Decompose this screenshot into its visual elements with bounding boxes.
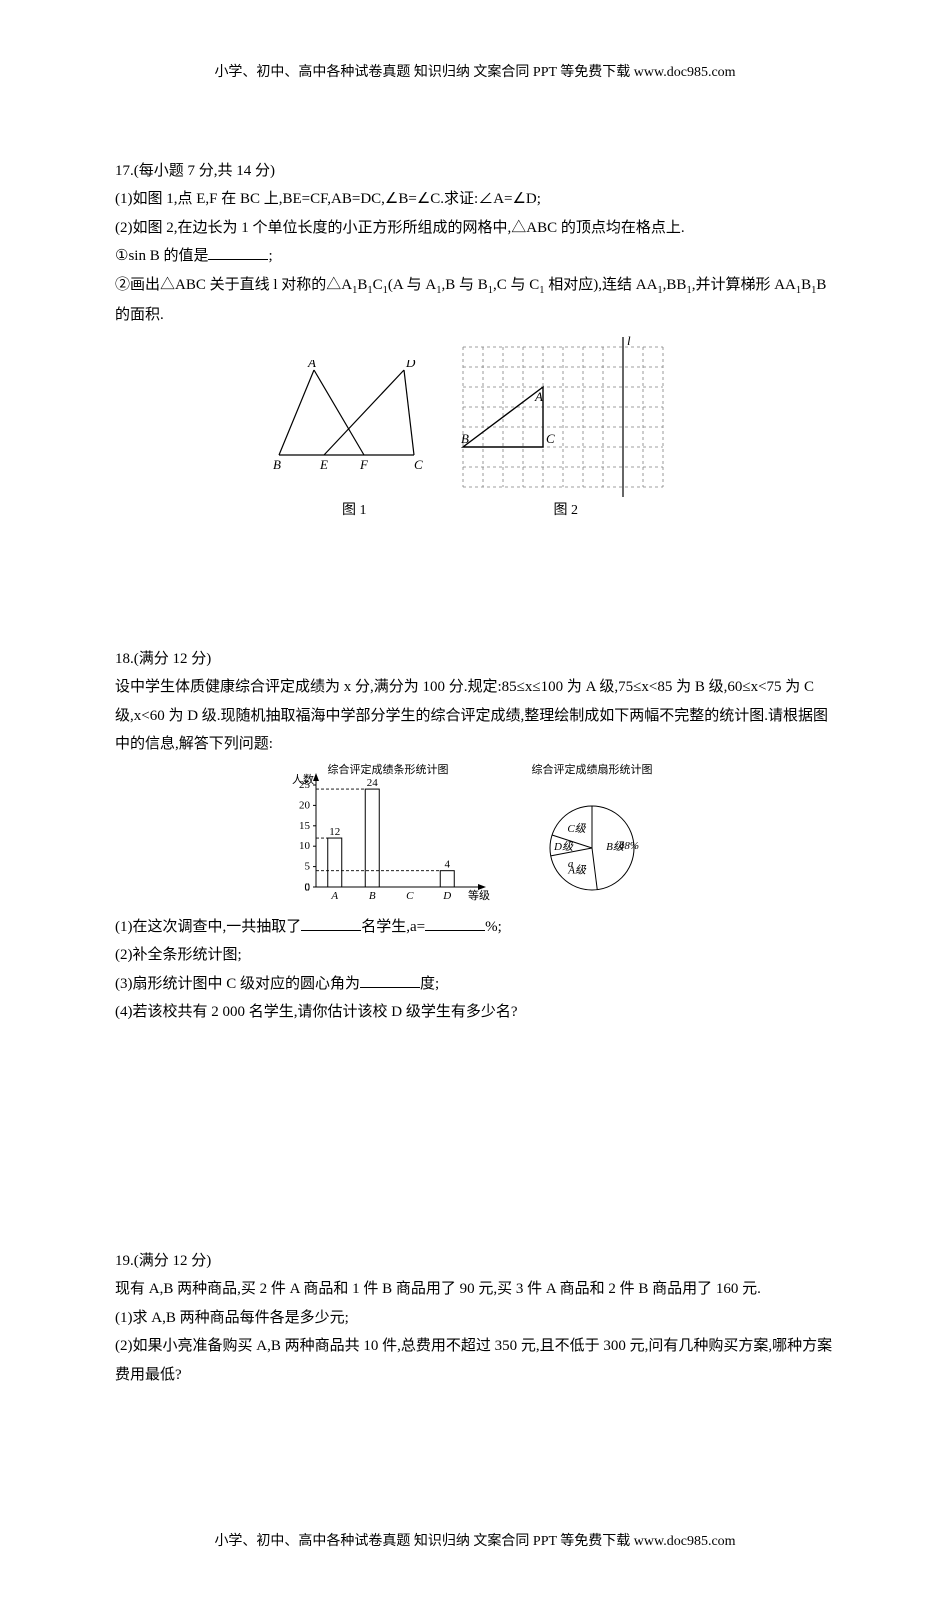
fig1-label: 图 1 — [269, 498, 439, 525]
q17-title: 17.(每小题 7 分,共 14 分) — [115, 157, 835, 186]
svg-text:25: 25 — [299, 779, 311, 791]
q17-p3-text: ①sin B 的值是 — [115, 248, 208, 264]
q18-s2: (2)补全条形统计图; — [115, 941, 835, 970]
svg-text:B: B — [369, 890, 376, 902]
t: C — [373, 277, 383, 293]
q18-p1: 设中学生体质健康综合评定成绩为 x 分,满分为 100 分.规定:85≤x≤10… — [115, 673, 835, 759]
svg-text:D: D — [442, 890, 451, 902]
svg-text:C: C — [406, 890, 414, 902]
t: ,BB — [663, 277, 687, 293]
q17-p4: ②画出△ABC 关于直线 l 对称的△A1B1C1(A 与 A1,B 与 B1,… — [115, 271, 835, 329]
svg-text:等级: 等级 — [468, 888, 490, 902]
svg-text:综合评定成绩条形统计图: 综合评定成绩条形统计图 — [328, 762, 449, 776]
svg-text:A: A — [307, 360, 316, 370]
svg-text:F: F — [359, 457, 369, 472]
svg-text:综合评定成绩扇形统计图: 综合评定成绩扇形统计图 — [531, 762, 652, 776]
svg-text:E: E — [319, 457, 328, 472]
fig2-label: 图 2 — [451, 498, 681, 525]
svg-text:48%: 48% — [619, 839, 639, 851]
svg-text:5: 5 — [305, 860, 311, 872]
page-header: 小学、初中、高中各种试卷真题 知识归纳 文案合同 PPT 等免费下载 www.d… — [115, 60, 835, 87]
t: 名学生,a= — [361, 919, 425, 935]
t: ,C 与 C — [493, 277, 539, 293]
q19-s2: (2)如果小亮准备购买 A,B 两种商品共 10 件,总费用不超过 350 元,… — [115, 1332, 835, 1389]
q19-s1: (1)求 A,B 两种商品每件各是多少元; — [115, 1304, 835, 1333]
svg-text:a: a — [568, 858, 574, 870]
q19-title: 19.(满分 12 分) — [115, 1247, 835, 1276]
q17-p1: (1)如图 1,点 E,F 在 BC 上,BE=CF,AB=DC,∠B=∠C.求… — [115, 185, 835, 214]
q19-p1: 现有 A,B 两种商品,买 2 件 A 商品和 1 件 B 商品用了 90 元,… — [115, 1275, 835, 1304]
question-19: 19.(满分 12 分) 现有 A,B 两种商品,买 2 件 A 商品和 1 件… — [115, 1247, 835, 1390]
t: 度; — [420, 976, 439, 992]
q18-pie-chart: 综合评定成绩扇形统计图B级48%A级aD级C级 — [512, 761, 672, 911]
svg-text:C: C — [546, 431, 555, 446]
blank — [208, 244, 268, 260]
q18-bar-chart: 综合评定成绩条形统计图人数等级051015202512A24BC4D0 — [278, 761, 498, 911]
q18-s4: (4)若该校共有 2 000 名学生,请你估计该校 D 级学生有多少名? — [115, 998, 835, 1027]
question-18: 18.(满分 12 分) 设中学生体质健康综合评定成绩为 x 分,满分为 100… — [115, 645, 835, 1027]
svg-text:10: 10 — [299, 840, 311, 852]
svg-text:4: 4 — [445, 858, 451, 870]
q18-s1: (1)在这次调查中,一共抽取了 名学生,a=%; — [115, 913, 835, 942]
t: (3)扇形统计图中 C 级对应的圆心角为 — [115, 976, 360, 992]
t: ,B 与 B — [441, 277, 487, 293]
svg-text:C: C — [414, 457, 423, 472]
t: ②画出△ABC 关于直线 l 对称的△A — [115, 277, 352, 293]
svg-text:0: 0 — [305, 882, 311, 894]
svg-text:D级: D级 — [553, 840, 574, 853]
q17-figure-2: l A B C — [451, 335, 681, 500]
svg-text:24: 24 — [367, 777, 379, 789]
t: %; — [485, 919, 502, 935]
svg-text:B: B — [461, 431, 469, 446]
blank — [301, 915, 361, 931]
svg-text:B: B — [273, 457, 281, 472]
q18-title: 18.(满分 12 分) — [115, 645, 835, 674]
q18-s3: (3)扇形统计图中 C 级对应的圆心角为 度; — [115, 970, 835, 999]
svg-text:A: A — [331, 890, 339, 902]
q17-figure-1: A B C D E F — [269, 360, 439, 475]
question-17: 17.(每小题 7 分,共 14 分) (1)如图 1,点 E,F 在 BC 上… — [115, 157, 835, 525]
t: B — [801, 277, 811, 293]
svg-text:A: A — [534, 389, 543, 404]
t: 相对应),连结 AA — [545, 277, 658, 293]
t: (1)在这次调查中,一共抽取了 — [115, 919, 301, 935]
q17-p3: ①sin B 的值是; — [115, 242, 835, 271]
q17-p2: (2)如图 2,在边长为 1 个单位长度的小正方形所组成的网格中,△ABC 的顶… — [115, 214, 835, 243]
q17-p3-end: ; — [268, 248, 272, 264]
blank — [425, 915, 485, 931]
page-footer: 小学、初中、高中各种试卷真题 知识归纳 文案合同 PPT 等免费下载 www.d… — [115, 1529, 835, 1556]
t: (A 与 A — [388, 277, 436, 293]
svg-text:D: D — [405, 360, 416, 370]
svg-text:12: 12 — [329, 826, 340, 838]
svg-text:C级: C级 — [567, 822, 586, 835]
t: ,并计算梯形 AA — [692, 277, 796, 293]
svg-text:20: 20 — [299, 799, 311, 811]
t: B — [357, 277, 367, 293]
blank — [360, 972, 420, 988]
svg-text:l: l — [627, 335, 631, 348]
svg-text:15: 15 — [299, 819, 311, 831]
